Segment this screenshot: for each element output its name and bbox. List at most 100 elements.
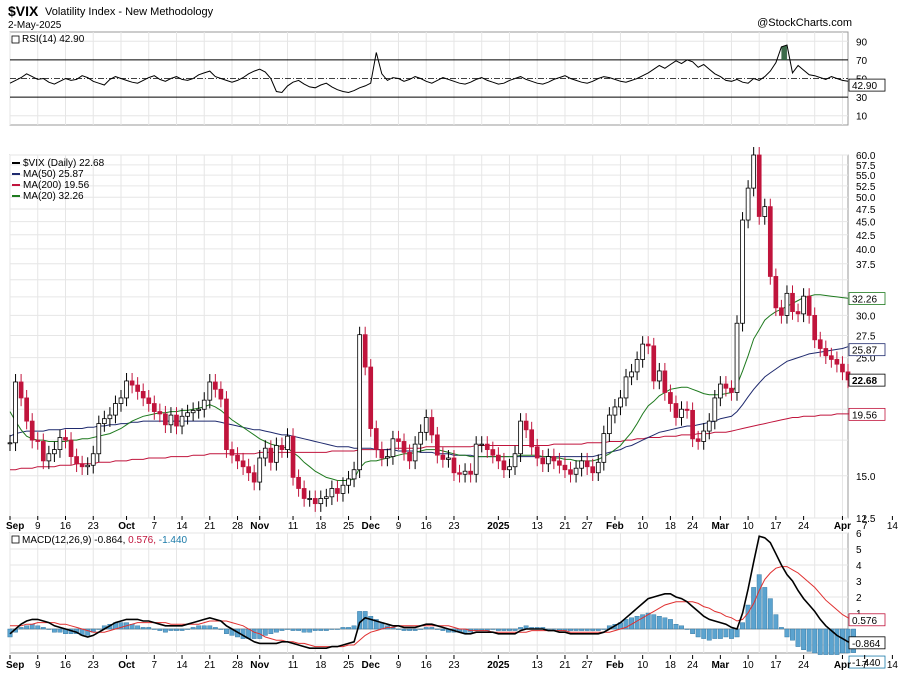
ma20-line — [9, 294, 849, 481]
price-candle-body — [29, 420, 35, 441]
macd-legend-part: -0.864, — [91, 535, 125, 546]
price-candle-body — [74, 456, 79, 465]
x-tick-label: 28 — [232, 521, 244, 532]
price-candle-body — [607, 414, 612, 435]
price-candle-body — [57, 437, 63, 450]
price-candle-body — [690, 409, 695, 440]
price-candle-body — [113, 403, 118, 416]
price-legend-label: MA(200) 19.56 — [23, 180, 90, 191]
x-tick-label: 10 — [743, 521, 755, 532]
macd-histogram-bar — [568, 628, 573, 631]
price-candle-body — [429, 417, 435, 436]
price-candle-body — [784, 292, 790, 316]
price-candle-body — [102, 418, 107, 424]
price-candle-body — [790, 292, 795, 312]
macd-histogram-bar — [512, 628, 518, 631]
macd-histogram-bar — [579, 628, 585, 631]
price-candle-body — [590, 466, 596, 474]
price-tick-label: 37.5 — [856, 260, 876, 271]
price-candle-body — [357, 334, 362, 471]
macd-histogram-bar — [667, 619, 673, 630]
price-tick-label: 45.0 — [856, 218, 876, 229]
macd-histogram-bar — [29, 624, 35, 630]
price-tick-label: 47.5 — [856, 205, 876, 216]
macd-histogram-bar — [162, 628, 168, 633]
macd-histogram-bar — [795, 628, 801, 647]
price-candle-body — [423, 417, 429, 433]
x-tick-label: 7 — [862, 521, 868, 532]
x-tick-label: 14 — [176, 660, 188, 671]
price-candle-body — [629, 371, 634, 378]
x-tick-label: Mar — [711, 521, 729, 532]
x-axis-macd: Sep 9 16 23 Oct 7 14 21 28 Nov 11 18 25 Dec 9 16 23 2025 1… — [6, 655, 898, 671]
x-tick-label: 23 — [448, 521, 460, 532]
price-candle-body — [274, 445, 279, 463]
macd-histogram-bar — [518, 627, 523, 630]
macd-signal-line — [10, 566, 854, 648]
x-tick-label: 18 — [315, 521, 327, 532]
price-candle-body — [518, 420, 523, 455]
price-tick-label: 55.0 — [856, 171, 876, 182]
price-candle-body — [462, 470, 468, 475]
price-candle-body — [817, 339, 823, 349]
x-tick-label: Feb — [606, 660, 624, 671]
price-candle-body — [285, 435, 290, 450]
chart-date: 2-May-2025 — [8, 20, 62, 31]
price-candle-body — [307, 498, 313, 500]
price-value-box — [848, 373, 886, 387]
price-candle-body — [656, 370, 662, 382]
macd-histogram-bar — [418, 628, 424, 630]
macd-histogram-bar — [40, 627, 46, 630]
x-tick-label: 21 — [204, 521, 216, 532]
macd-histogram-bar — [601, 628, 607, 630]
price-candle-body — [490, 449, 496, 456]
price-tick-label: 52.5 — [856, 182, 876, 193]
x-tick-label: 23 — [448, 660, 460, 671]
macd-histogram-bar — [179, 628, 185, 631]
macd-histogram-bar — [590, 628, 596, 631]
price-tick-label: 60.0 — [856, 151, 876, 162]
price-candle-body — [579, 460, 584, 469]
x-tick-label: Sep — [6, 521, 24, 532]
price-candle-body — [718, 383, 723, 399]
price-candle-body — [829, 355, 834, 360]
macd-histogram-bar — [168, 628, 174, 631]
price-candle-body — [812, 315, 818, 341]
price-candle-body — [401, 441, 407, 453]
price-candle-body — [612, 406, 618, 416]
macd-histogram-bar — [307, 628, 313, 633]
macd-histogram-bar — [218, 628, 224, 630]
price-candle-body — [90, 453, 96, 466]
macd-legend-icon — [11, 535, 20, 544]
price-candle-body — [151, 403, 157, 412]
price-candle-body — [396, 438, 401, 442]
price-candle-body — [534, 446, 540, 459]
macd-histogram-bar — [207, 625, 213, 630]
price-candle-body — [623, 376, 629, 399]
macd-histogram-bar — [351, 625, 357, 630]
price-tick-label: 25.0 — [856, 354, 876, 365]
x-tick-label: 24 — [798, 521, 810, 532]
rsi-tick-label: 10 — [856, 112, 868, 123]
price-candle-body — [135, 384, 140, 392]
x-tick-label: 13 — [532, 521, 544, 532]
macd-histogram-bar — [46, 628, 52, 630]
x-tick-label: 24 — [798, 660, 810, 671]
macd-histogram-bar — [723, 628, 729, 638]
price-candle-body — [584, 460, 590, 468]
macd-histogram-bar — [273, 628, 279, 633]
x-tick-label: 23 — [88, 660, 100, 671]
x-tick-label: 18 — [315, 660, 327, 671]
price-candle-body — [745, 187, 751, 221]
price-candle-body — [551, 456, 557, 462]
price-candle-body — [190, 409, 196, 414]
macd-histogram-bar — [662, 617, 668, 630]
price-candle-body — [7, 442, 13, 445]
price-candle-body — [79, 463, 85, 468]
macd-value-label: -1.440 — [852, 658, 881, 669]
price-candle-body — [24, 397, 29, 422]
rsi-line — [9, 44, 849, 94]
price-candle-body — [479, 443, 485, 446]
x-tick-label: Oct — [118, 660, 135, 671]
